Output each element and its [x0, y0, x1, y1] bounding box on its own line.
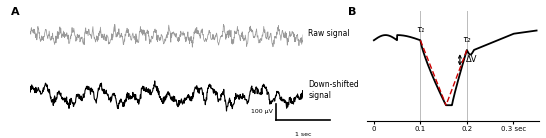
Text: A: A — [11, 7, 20, 17]
Text: B: B — [348, 7, 357, 17]
Text: 1 sec: 1 sec — [295, 132, 311, 137]
Text: 100 μV: 100 μV — [251, 109, 273, 114]
Text: ΔV: ΔV — [465, 55, 477, 64]
Text: Down-shifted
signal: Down-shifted signal — [308, 80, 359, 100]
Text: τ₁: τ₁ — [416, 25, 425, 34]
Text: τ₂: τ₂ — [462, 34, 471, 44]
Text: Raw signal: Raw signal — [308, 29, 350, 38]
